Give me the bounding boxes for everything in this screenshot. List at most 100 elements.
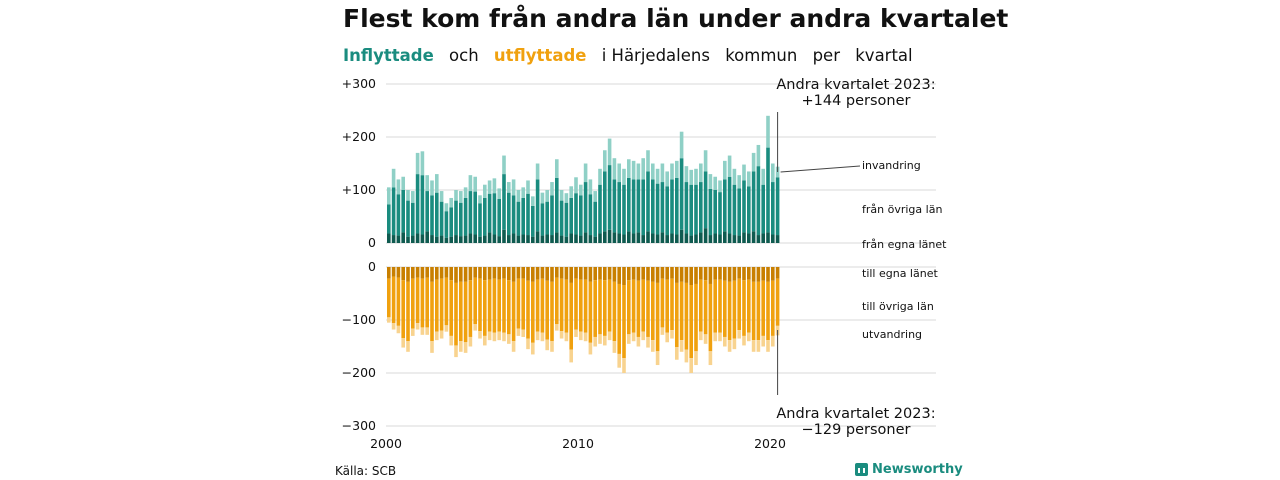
bar-in-immigration <box>723 160 727 180</box>
bar-out-same <box>435 267 439 280</box>
bar-out-emigration <box>593 336 597 347</box>
bar-out-other <box>483 280 487 336</box>
bar-in-other <box>703 171 708 229</box>
bar-in-other <box>655 183 660 235</box>
bar-out-other <box>487 279 492 332</box>
bar-in-other <box>531 205 535 237</box>
bar-in-immigration <box>459 191 463 203</box>
bar-out-emigration <box>454 345 458 358</box>
bar-in-same <box>579 235 583 243</box>
bar-out-same <box>574 267 578 279</box>
subtitle-text-1: i Härjedalens <box>601 46 710 65</box>
bar-out-same <box>641 267 645 280</box>
bar-out-emigration <box>771 335 775 347</box>
bar-in-same <box>708 235 713 243</box>
bar-out-emigration <box>689 358 693 373</box>
bar-out-same <box>579 267 583 280</box>
annotation-top-line2: +144 personer <box>801 93 910 109</box>
bar-in-other <box>406 200 410 237</box>
bar-in-other <box>651 179 655 234</box>
bar-out-other <box>391 276 396 324</box>
bar-in-same <box>651 233 655 243</box>
y-tick-label-top: +200 <box>342 129 376 144</box>
bar-in-same <box>641 235 645 243</box>
bar-in-other <box>665 186 669 236</box>
bar-out-emigration <box>531 342 535 355</box>
bar-out-same <box>723 267 727 281</box>
bar-out-same <box>507 267 511 281</box>
bar-out-other <box>622 285 626 359</box>
bar-out-same <box>521 267 525 279</box>
bar-in-same <box>631 233 636 243</box>
bar-out-same <box>387 267 391 279</box>
bar-out-emigration <box>651 340 655 352</box>
bar-in-same <box>411 235 415 243</box>
bar-out-same <box>718 267 722 280</box>
bar-out-same <box>545 267 549 281</box>
bar-in-immigration <box>713 176 717 190</box>
bar-in-same <box>459 236 463 243</box>
bar-in-immigration <box>675 160 679 178</box>
bar-in-same <box>655 234 660 243</box>
bar-in-same <box>545 234 549 243</box>
bar-in-other <box>684 182 689 234</box>
bar-out-emigration <box>747 332 751 342</box>
bar-in-same <box>555 232 559 243</box>
bar-out-same <box>751 267 756 282</box>
bar-out-other <box>775 278 780 326</box>
bar-in-other <box>742 180 746 233</box>
bar-in-same <box>468 233 473 243</box>
bar-out-other <box>415 277 420 324</box>
bar-in-immigration <box>420 151 425 176</box>
annotation-bottom-line1: Andra kvartalet 2023: <box>776 406 935 422</box>
bar-in-other <box>396 194 401 236</box>
bar-in-other <box>415 174 420 234</box>
bar-in-same <box>444 237 449 243</box>
bar-in-other <box>502 174 506 230</box>
bar-in-same <box>732 235 737 243</box>
bar-out-emigration <box>617 353 621 368</box>
bar-out-other <box>463 281 468 343</box>
bar-out-same <box>569 267 573 283</box>
bar-in-immigration <box>387 187 391 205</box>
bar-in-same <box>473 234 477 243</box>
bar-in-other <box>747 186 751 234</box>
bar-out-emigration <box>646 336 650 348</box>
bar-out-other <box>689 285 693 359</box>
bar-in-immigration <box>732 168 737 185</box>
bar-in-other <box>675 177 679 235</box>
bar-out-same <box>468 267 473 281</box>
bar-out-other <box>425 277 429 328</box>
bar-out-emigration <box>732 338 737 350</box>
newsworthy-icon <box>855 463 868 476</box>
bar-out-emigration <box>631 332 636 342</box>
bar-out-emigration <box>583 332 588 342</box>
bar-in-other <box>699 182 703 233</box>
bar-in-other <box>612 179 617 233</box>
bar-in-other <box>545 201 549 235</box>
bar-out-same <box>463 267 468 282</box>
bar-in-same <box>718 234 722 243</box>
bar-in-immigration <box>761 168 765 185</box>
bar-in-immigration <box>526 180 530 194</box>
bar-out-same <box>449 267 453 281</box>
bar-out-other <box>492 278 497 333</box>
bar-out-same <box>684 267 689 283</box>
bar-out-same <box>756 267 761 282</box>
bar-out-emigration <box>425 327 429 335</box>
bar-in-other <box>516 201 521 236</box>
bar-in-immigration <box>689 169 693 185</box>
bar-out-other <box>694 283 698 352</box>
bar-out-emigration <box>526 338 530 350</box>
bar-out-emigration <box>406 341 410 352</box>
bar-out-same <box>439 267 444 279</box>
bar-out-same <box>713 267 717 280</box>
bar-out-emigration <box>612 341 617 353</box>
series-label-utvandring: utvandring <box>862 328 922 341</box>
bar-out-same <box>555 267 559 278</box>
bar-in-other <box>588 194 593 236</box>
bar-out-emigration <box>516 328 521 336</box>
bar-in-other <box>411 202 415 236</box>
bar-out-same <box>454 267 458 283</box>
